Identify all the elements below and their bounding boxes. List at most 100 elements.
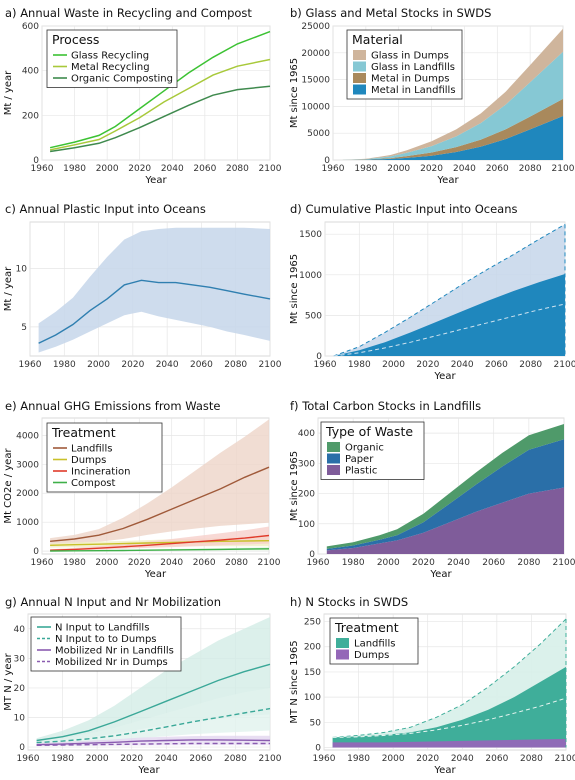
x-tick-label: 2060: [193, 558, 216, 568]
x-tick-label: 1980: [348, 360, 371, 370]
panel-title: h) N Stocks in SWDS: [290, 595, 408, 609]
x-tick-label: 2020: [128, 558, 151, 568]
y-tick-label: 250: [304, 618, 321, 628]
x-tick-label: 2020: [128, 164, 151, 174]
legend-entry: Glass in Landfills: [371, 62, 455, 73]
y-tick-label: 1000: [16, 518, 39, 528]
series-line: [49, 85, 271, 153]
panel-title: a) Annual Waste in Recycling and Compost: [5, 6, 252, 20]
legend-entry: Plastic: [345, 466, 377, 477]
y-tick-label: 30: [14, 654, 26, 664]
y-tick-label: 600: [22, 22, 39, 32]
x-tick-label: 1980: [354, 164, 377, 174]
series-line: [36, 739, 271, 746]
legend-entry: Mobilized Nr in Landfills: [55, 646, 174, 657]
x-tick-label: 1960: [307, 558, 330, 568]
x-tick-label: 1980: [51, 754, 74, 764]
x-tick-label: 2100: [259, 754, 282, 764]
panel-g: 1960 1980 2000 2020 2040 2060 2080 2100 0 10 20 30 4…: [3, 595, 282, 776]
legend-entry: N Input to Landfills: [55, 623, 149, 634]
x-tick-label: 2000: [96, 164, 119, 174]
area-dumps: [332, 738, 566, 748]
uncertainty-band: [36, 687, 270, 745]
y-tick-label: 300: [298, 459, 315, 469]
x-tick-label: 2040: [451, 360, 474, 370]
x-tick-label: 1960: [17, 754, 40, 764]
y-tick-label: 1000: [299, 271, 322, 281]
legend-entry: Organic: [345, 443, 384, 454]
x-tick-label: 2060: [482, 558, 505, 568]
area-layer: [341, 98, 563, 160]
y-tick-label: 0: [33, 547, 39, 557]
y-tick-label: 2000: [16, 489, 39, 499]
x-tick-label: 2080: [226, 164, 249, 174]
y-axis-label: Mt / year: [3, 70, 14, 115]
x-tick-label: 1960: [19, 360, 42, 370]
panel-title: b) Glass and Metal Stocks in SWDS: [290, 6, 491, 20]
legend-entry: Glass in Dumps: [371, 51, 449, 62]
legend-swatch: [327, 453, 340, 464]
y-tick-label: 0: [316, 352, 322, 362]
series-line: [49, 58, 271, 151]
y-tick-label: 3000: [16, 460, 39, 470]
x-axis-label: Year: [436, 175, 459, 186]
x-tick-label: 2020: [416, 360, 439, 370]
y-tick-label: 0: [33, 156, 39, 166]
legend-entry: Organic Composting: [71, 74, 173, 85]
legend-swatch: [327, 465, 340, 475]
x-axis-label: Year: [144, 569, 167, 580]
legend-entry: Compost: [71, 478, 116, 489]
x-tick-label: 2040: [161, 164, 184, 174]
y-tick-label: 100: [304, 693, 321, 703]
y-tick-label: 5000: [307, 129, 330, 139]
y-tick-label: 100: [298, 520, 315, 530]
x-tick-label: 2060: [189, 754, 212, 764]
legend-box: [30, 616, 182, 672]
area-layer: [341, 116, 563, 160]
legend-title: Type of Waste: [325, 424, 413, 439]
x-tick-label: 2000: [87, 360, 110, 370]
x-tick-label: 2040: [160, 558, 183, 568]
x-tick-label: 2020: [420, 164, 443, 174]
legend-entry: Mobilized Nr in Dumps: [55, 657, 168, 668]
panel-b: 1960 1980 2000 2020 2040 2060 2080 2100 0 5000 100…: [289, 6, 575, 186]
area-landfills: [332, 666, 566, 748]
x-tick-label: 1980: [63, 164, 86, 174]
legend-box: [46, 422, 163, 493]
series-line: [50, 534, 270, 551]
legend-swatch: [336, 638, 349, 648]
y-tick-label: 10: [16, 265, 28, 275]
uncertainty-band: [50, 526, 269, 551]
area-layer: [326, 439, 564, 551]
series-line: [36, 707, 271, 744]
x-tick-label: 2060: [485, 754, 508, 764]
upper-dashed-line: [332, 618, 567, 738]
y-tick-label: 20000: [301, 49, 330, 59]
y-axis-label: Mt CO2e / year: [3, 448, 14, 524]
x-tick-label: 2040: [156, 360, 179, 370]
series-line: [36, 663, 271, 742]
x-tick-label: 2040: [453, 164, 476, 174]
y-axis-label: Mt / year: [3, 266, 14, 311]
x-axis-label: Year: [429, 569, 452, 580]
x-tick-label: 2060: [485, 360, 508, 370]
y-tick-label: 10: [14, 713, 26, 723]
legend-title: Treatment: [334, 620, 399, 635]
x-tick-label: 2000: [86, 754, 109, 764]
panel-title: d) Cumulative Plastic Input into Oceans: [290, 202, 517, 216]
area-layer: [341, 28, 563, 161]
x-tick-label: 2100: [552, 164, 575, 174]
y-tick-label: 5: [21, 323, 27, 333]
legend-title: Process: [52, 32, 99, 47]
upper-dashed-line: [333, 223, 566, 357]
x-tick-label: 2000: [382, 360, 405, 370]
legend-entry: Landfills: [71, 444, 112, 455]
legend-entry: N Input to to Dumps: [55, 634, 157, 645]
y-tick-label: 0: [19, 743, 25, 753]
y-tick-label: 200: [22, 111, 39, 121]
area-layer: [341, 51, 563, 161]
x-tick-label: 1960: [31, 558, 54, 568]
y-tick-label: 400: [22, 67, 39, 77]
series-line: [50, 548, 270, 552]
